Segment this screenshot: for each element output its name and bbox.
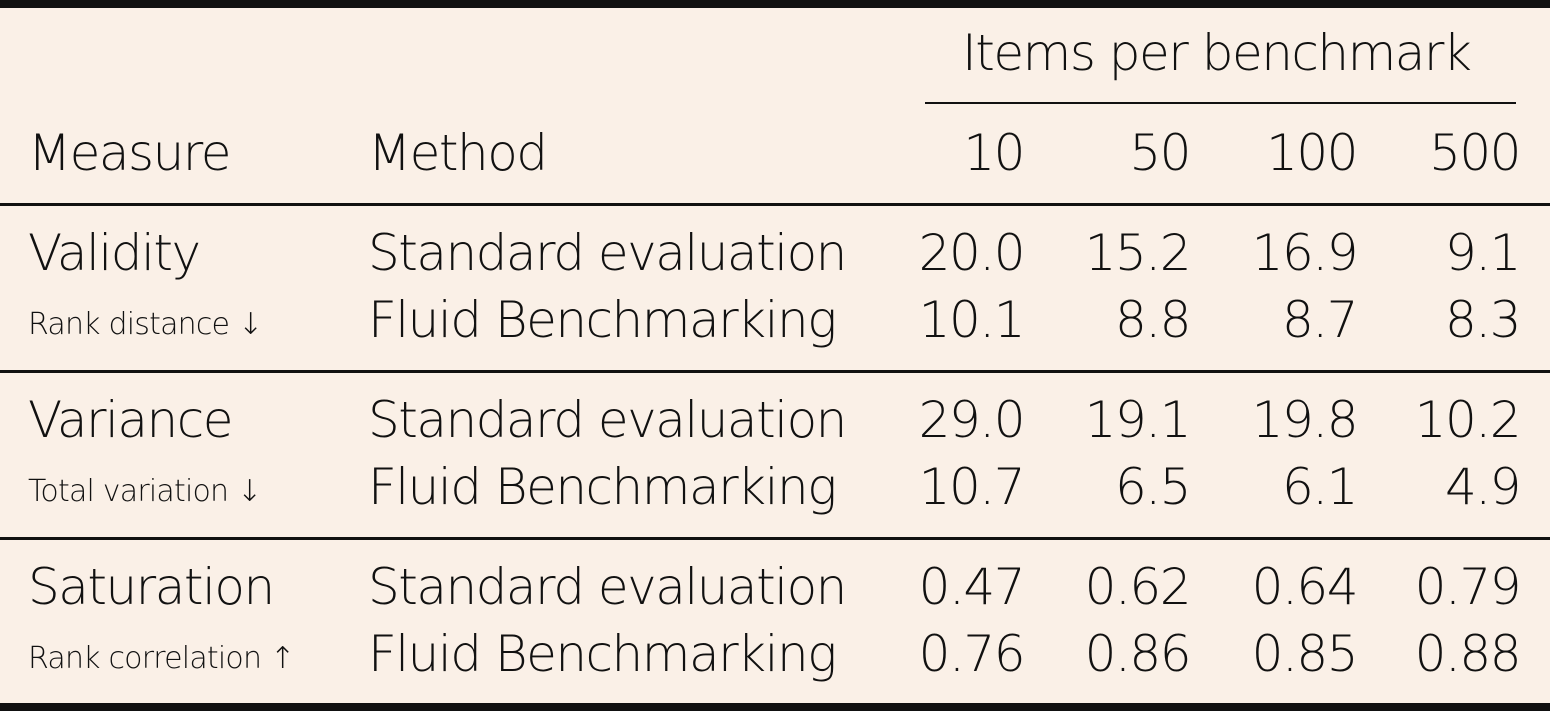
table-cell: 20.0 bbox=[918, 224, 1026, 282]
measure-column-header: Measure bbox=[28, 124, 232, 182]
measure-saturation: Saturation bbox=[28, 558, 275, 616]
table-cell: 0.64 bbox=[1251, 558, 1359, 616]
table-cell: 8.3 bbox=[1444, 291, 1522, 349]
arrow-down-icon: ↓ bbox=[237, 474, 262, 509]
table-cell: 19.8 bbox=[1251, 391, 1359, 449]
table-cell: 4.9 bbox=[1444, 458, 1522, 516]
table-cell: 0.76 bbox=[918, 625, 1026, 683]
table-cell: 9.1 bbox=[1444, 224, 1522, 282]
arrow-down-icon: ↓ bbox=[237, 307, 263, 342]
table-cell: 0.88 bbox=[1414, 625, 1522, 683]
group-header: Items per benchmark bbox=[962, 24, 1472, 82]
section-rule-1 bbox=[0, 370, 1550, 373]
table-cell: 29.0 bbox=[918, 391, 1026, 449]
method-fluid-benchmarking: Fluid Benchmarking bbox=[368, 625, 837, 683]
metric-label: Rank correlation bbox=[28, 641, 262, 676]
metric-rank-correlation: Rank correlation ↑ bbox=[28, 641, 295, 676]
metric-rank-distance: Rank distance ↓ bbox=[28, 307, 263, 342]
metric-label: Rank distance bbox=[28, 307, 230, 342]
column-header-50: 50 bbox=[1129, 124, 1191, 182]
table-cell: 0.47 bbox=[918, 558, 1026, 616]
table-cell: 10.7 bbox=[918, 458, 1026, 516]
table-cell: 0.79 bbox=[1414, 558, 1522, 616]
bottom-rule bbox=[0, 703, 1550, 711]
arrow-up-icon: ↑ bbox=[269, 641, 295, 676]
header-rule bbox=[0, 203, 1550, 206]
method-standard-evaluation: Standard evaluation bbox=[368, 391, 847, 449]
table-cell: 10.1 bbox=[918, 291, 1026, 349]
table-cell: 0.62 bbox=[1084, 558, 1192, 616]
table-cell: 8.7 bbox=[1281, 291, 1359, 349]
measure-validity: Validity bbox=[28, 224, 201, 282]
table-cell: 8.8 bbox=[1114, 291, 1192, 349]
table-cell: 10.2 bbox=[1414, 391, 1522, 449]
measure-variance: Variance bbox=[28, 391, 234, 449]
table-cell: 16.9 bbox=[1251, 224, 1359, 282]
table-cell: 6.1 bbox=[1281, 458, 1359, 516]
table-cell: 19.1 bbox=[1084, 391, 1192, 449]
method-column-header: Method bbox=[368, 124, 548, 182]
method-fluid-benchmarking: Fluid Benchmarking bbox=[368, 291, 837, 349]
top-rule bbox=[0, 0, 1550, 8]
section-rule-2 bbox=[0, 537, 1550, 540]
metric-label: Total variation bbox=[28, 474, 229, 509]
table-cell: 6.5 bbox=[1114, 458, 1192, 516]
group-header-underline bbox=[925, 102, 1516, 104]
table-cell: 0.85 bbox=[1251, 625, 1359, 683]
table-cell: 0.86 bbox=[1084, 625, 1192, 683]
column-header-500: 500 bbox=[1429, 124, 1521, 182]
column-header-10: 10 bbox=[963, 124, 1025, 182]
column-header-100: 100 bbox=[1266, 124, 1358, 182]
table-cell: 15.2 bbox=[1084, 224, 1192, 282]
method-standard-evaluation: Standard evaluation bbox=[368, 558, 847, 616]
method-fluid-benchmarking: Fluid Benchmarking bbox=[368, 458, 837, 516]
metric-total-variation: Total variation ↓ bbox=[28, 474, 262, 509]
method-standard-evaluation: Standard evaluation bbox=[368, 224, 847, 282]
